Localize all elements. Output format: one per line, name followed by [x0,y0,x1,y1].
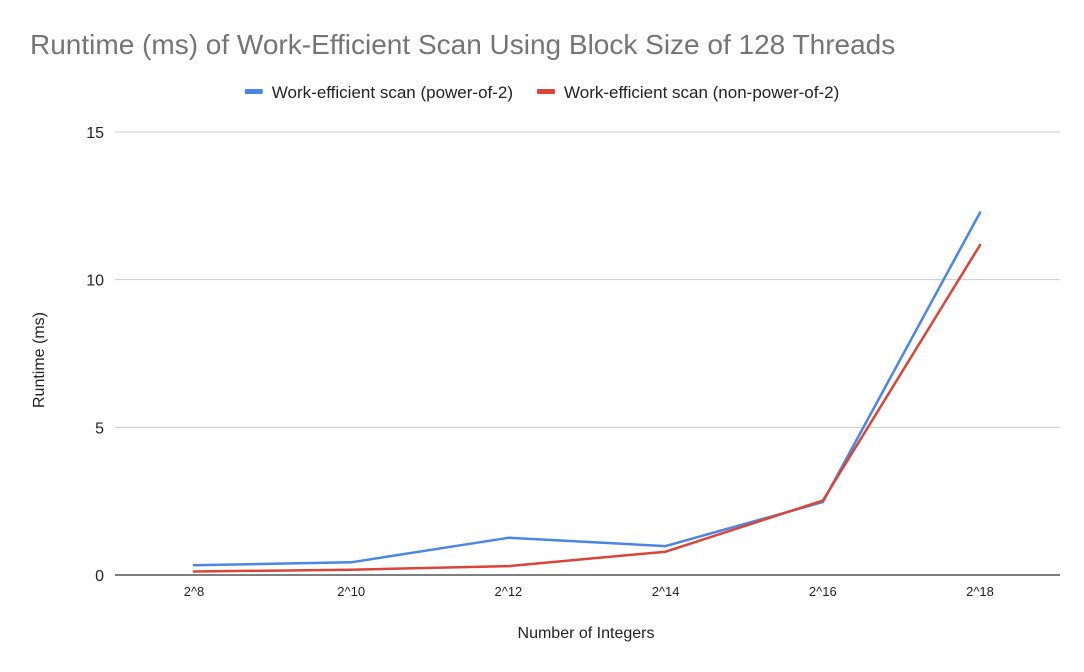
legend-item: Work-efficient scan (non-power-of-2) [537,83,839,102]
data-point [978,243,982,247]
data-point [192,570,196,573]
data-point [821,499,824,502]
legend-swatch [244,89,263,94]
data-point [507,536,510,539]
y-tick-label: 0 [95,568,104,585]
data-point [978,211,982,214]
legend-label: Work-efficient scan (power-of-2) [272,83,513,102]
x-axis-ticks: 2^8 2^10 2^12 2^14 2^16 2^18 [184,584,994,599]
x-axis-label: Number of Integers [518,625,655,642]
series-line-1 [192,211,982,567]
grid-lines [115,131,1060,576]
y-axis-ticks: 0 5 10 15 [86,125,104,585]
data-point [350,561,353,564]
legend-swatch [537,89,555,94]
y-tick-label: 10 [86,273,104,290]
y-axis-label: Runtime (ms) [31,312,48,408]
x-tick-label: 2^16 [809,584,837,599]
data-point [664,550,667,553]
y-tick-label: 15 [86,125,104,142]
x-tick-label: 2^8 [184,584,205,599]
series-line-2 [192,243,982,573]
x-tick-label: 2^10 [337,584,365,599]
y-tick-label: 5 [95,420,104,437]
x-tick-label: 2^18 [966,584,994,599]
data-point [664,544,667,548]
data-point [507,564,510,568]
legend-label: Work-efficient scan (non-power-of-2) [564,83,839,102]
chart-title: Runtime (ms) of Work-Efficient Scan Usin… [30,29,895,60]
data-point [350,568,353,571]
legend: Work-efficient scan (power-of-2) Work-eff… [244,83,839,102]
series-lines [192,211,982,573]
x-tick-label: 2^14 [652,584,680,599]
legend-item: Work-efficient scan (power-of-2) [244,83,513,102]
data-point [192,564,196,567]
x-tick-label: 2^12 [495,584,523,599]
